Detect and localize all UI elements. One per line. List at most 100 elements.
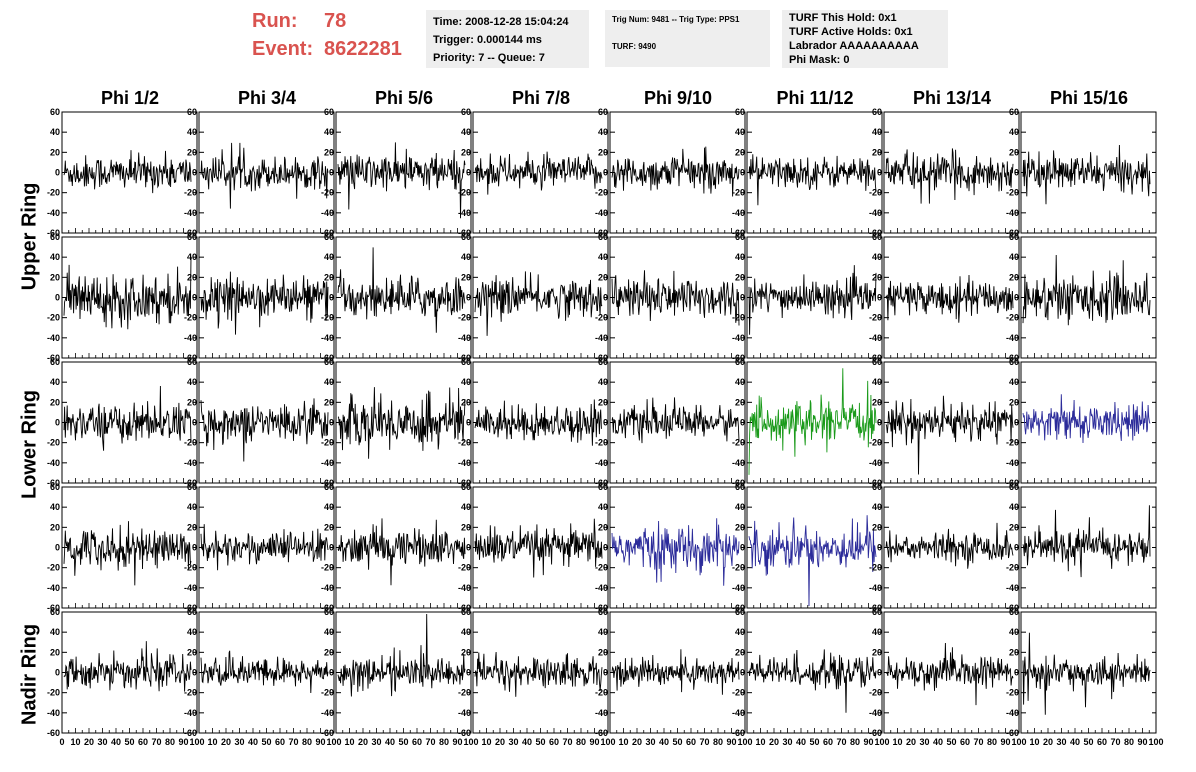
x-tick-label: 40 bbox=[933, 737, 943, 747]
y-tick-label: -20 bbox=[184, 313, 197, 323]
y-tick-label: 0 bbox=[877, 418, 882, 428]
panel-r4-c4: -60 -40 -20 0 20 40 60 bbox=[458, 482, 609, 613]
waveform-trace bbox=[748, 649, 877, 713]
y-tick-label: 60 bbox=[50, 607, 60, 617]
waveform-trace bbox=[748, 368, 877, 475]
y-tick-label: -20 bbox=[595, 438, 608, 448]
y-tick-label: 20 bbox=[187, 272, 197, 282]
y-tick-label: 0 bbox=[740, 293, 745, 303]
y-tick-label: 40 bbox=[324, 627, 334, 637]
x-tick-label: 20 bbox=[358, 737, 368, 747]
waveform-trace bbox=[337, 387, 466, 459]
y-tick-label: -40 bbox=[184, 208, 197, 218]
y-tick-label: 40 bbox=[461, 627, 471, 637]
x-tick-label: 40 bbox=[522, 737, 532, 747]
panel-r5-c8: -60 -40 -20 0 20 40 60 bbox=[1006, 607, 1157, 738]
y-tick-label: 40 bbox=[735, 502, 745, 512]
panel-r4-c8: -60 -40 -20 0 20 40 60 bbox=[1006, 482, 1157, 613]
y-tick-label: -40 bbox=[184, 458, 197, 468]
y-tick-label: 60 bbox=[872, 107, 882, 117]
y-tick-label: 20 bbox=[187, 522, 197, 532]
y-tick-label: -20 bbox=[595, 688, 608, 698]
x-tick-label: 80 bbox=[850, 737, 860, 747]
x-tick-label: 40 bbox=[248, 737, 258, 747]
x-tick-label: 40 bbox=[659, 737, 669, 747]
y-tick-label: -60 bbox=[1006, 478, 1019, 488]
waveform-trace bbox=[200, 398, 329, 462]
y-tick-label: -40 bbox=[184, 333, 197, 343]
run-label: Run: bbox=[252, 10, 298, 32]
panel-r4-c3: -60 -40 -20 0 20 40 60 bbox=[321, 482, 472, 613]
y-tick-label: -60 bbox=[869, 228, 882, 238]
y-tick-label: 60 bbox=[598, 482, 608, 492]
y-tick-label: 60 bbox=[1009, 607, 1019, 617]
phi-mask-text: Phi Mask: 0 bbox=[789, 54, 850, 66]
y-tick-label: -40 bbox=[47, 208, 60, 218]
run-line: Run: 78 bbox=[252, 10, 346, 33]
y-tick-label: 0 bbox=[55, 668, 60, 678]
y-tick-label: -60 bbox=[47, 228, 60, 238]
waveform-trace bbox=[748, 265, 877, 335]
x-tick-label: 40 bbox=[1070, 737, 1080, 747]
x-tick-label: 80 bbox=[713, 737, 723, 747]
y-tick-label: -60 bbox=[595, 228, 608, 238]
x-tick-label: 70 bbox=[562, 737, 572, 747]
x-tick-label: 20 bbox=[906, 737, 916, 747]
y-tick-label: -40 bbox=[321, 458, 334, 468]
y-tick-label: -60 bbox=[321, 478, 334, 488]
x-tick-label: 80 bbox=[576, 737, 586, 747]
waveform-trace bbox=[63, 385, 192, 451]
y-tick-label: 0 bbox=[1014, 418, 1019, 428]
y-tick-label: -60 bbox=[47, 478, 60, 488]
trigger-text: Trigger: 0.000144 ms bbox=[433, 34, 542, 46]
y-tick-label: -40 bbox=[732, 708, 745, 718]
y-tick-label: 40 bbox=[1009, 502, 1019, 512]
y-tick-label: 40 bbox=[735, 627, 745, 637]
panel-r4-c6: -60 -40 -20 0 20 40 60 bbox=[732, 482, 883, 613]
y-tick-label: 60 bbox=[872, 357, 882, 367]
y-tick-label: -60 bbox=[458, 603, 471, 613]
y-tick-label: 20 bbox=[872, 647, 882, 657]
waveform-trace bbox=[885, 642, 1014, 706]
y-tick-label: 40 bbox=[50, 502, 60, 512]
y-tick-label: 0 bbox=[466, 668, 471, 678]
y-tick-label: 40 bbox=[461, 252, 471, 262]
y-tick-label: 0 bbox=[329, 293, 334, 303]
panel-r5-c1: -60 -40 -20 0 20 40 60 bbox=[47, 607, 198, 738]
y-tick-label: 20 bbox=[735, 397, 745, 407]
panel-r2-c4: -60 -40 -20 0 20 40 60 bbox=[458, 232, 609, 363]
x-tick-label: 20 bbox=[1043, 737, 1053, 747]
waveform-trace bbox=[1022, 254, 1151, 326]
y-tick-label: -40 bbox=[321, 583, 334, 593]
panel-r2-c7: -60 -40 -20 0 20 40 60 bbox=[869, 232, 1020, 363]
y-tick-label: 20 bbox=[1009, 522, 1019, 532]
y-tick-label: 60 bbox=[1009, 482, 1019, 492]
y-tick-label: 60 bbox=[50, 232, 60, 242]
x-tick-label: 50 bbox=[124, 737, 134, 747]
y-tick-label: 20 bbox=[50, 272, 60, 282]
y-tick-label: -60 bbox=[732, 603, 745, 613]
trig-num-text: Trig Num: 9481 -- Trig Type: PPS1 bbox=[612, 15, 740, 24]
y-tick-label: 60 bbox=[872, 482, 882, 492]
y-tick-label: 60 bbox=[50, 107, 60, 117]
y-tick-label: 20 bbox=[50, 522, 60, 532]
y-tick-label: 20 bbox=[872, 522, 882, 532]
y-tick-label: -20 bbox=[595, 563, 608, 573]
y-tick-label: -60 bbox=[184, 478, 197, 488]
x-tick-label: 30 bbox=[97, 737, 107, 747]
x-tick-label: 10 bbox=[755, 737, 765, 747]
y-tick-label: -20 bbox=[458, 188, 471, 198]
y-tick-label: 40 bbox=[872, 252, 882, 262]
y-tick-label: -20 bbox=[1006, 438, 1019, 448]
y-tick-label: -60 bbox=[321, 603, 334, 613]
y-tick-label: 40 bbox=[324, 377, 334, 387]
x-tick-label: 30 bbox=[645, 737, 655, 747]
x-tick-label: 90 bbox=[863, 737, 873, 747]
y-tick-label: 0 bbox=[740, 168, 745, 178]
y-tick-label: -40 bbox=[184, 708, 197, 718]
y-tick-label: -40 bbox=[595, 333, 608, 343]
x-tick-label: 90 bbox=[1137, 737, 1147, 747]
y-tick-label: 60 bbox=[461, 107, 471, 117]
panel-r1-c6: -60 -40 -20 0 20 40 60 bbox=[732, 107, 883, 238]
